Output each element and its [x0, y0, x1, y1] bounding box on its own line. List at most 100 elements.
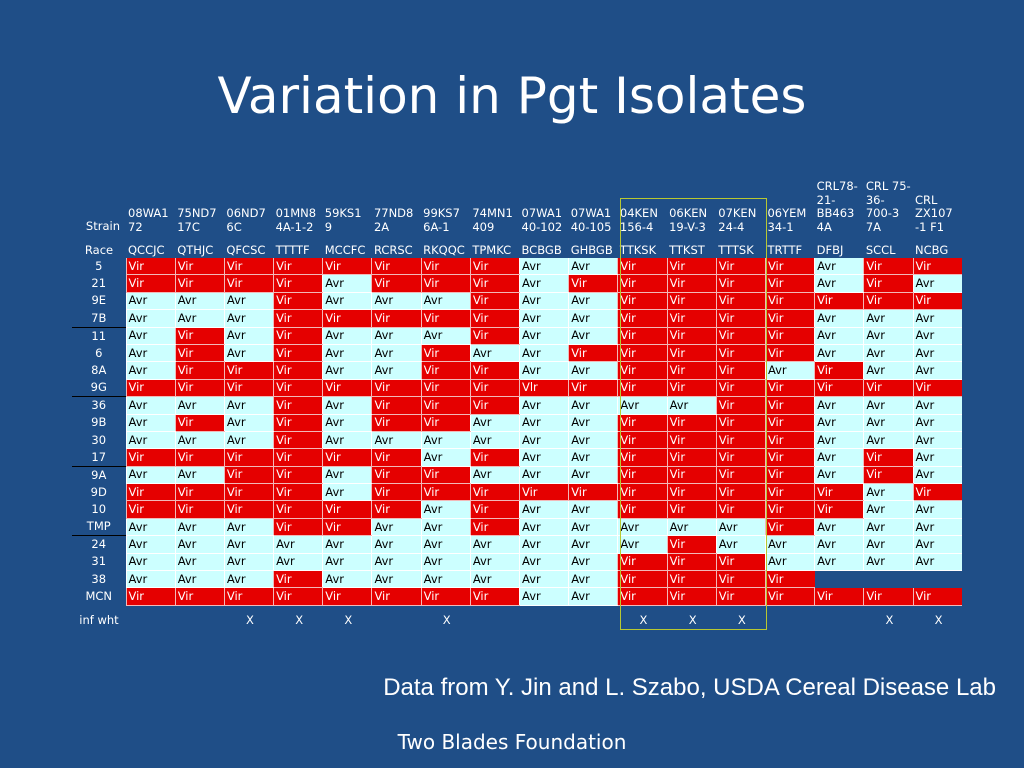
table-cell: Avr [469, 570, 520, 589]
table-cell: Avr [322, 292, 372, 311]
table-cell: Avr [912, 518, 963, 537]
table-cell: Avr [568, 361, 618, 380]
table-cell: Vir [125, 379, 176, 398]
table-cell: Vir [371, 414, 422, 432]
table-cell: Avr [715, 518, 766, 537]
table-cell: Avr [322, 326, 372, 345]
table-cell: Avr [568, 500, 618, 519]
row-label: TMP [86, 519, 111, 534]
inf-wht-row: inf wht X X X X X X X X X [72, 605, 962, 636]
row-label: 9D [90, 484, 107, 499]
table-cell: Vir [764, 344, 815, 363]
table-row: 6 Avr Vir Avr Vir Avr Avr Vir Avr Avr Vir Vir Vir Vir… [72, 344, 963, 363]
table-cell: Vir [617, 292, 668, 311]
table-cell: Avr [518, 326, 569, 345]
inf-wht-mark: X [442, 613, 451, 628]
strain-header-row: Strain 08WA1 72 75ND7 17C 06ND7 6C 01MN8 4A-… [72, 180, 962, 236]
table-row: 10 Vir Vir Vir Vir Vir Vir Avr Vir Avr Avr Vir Vir Vi… [72, 500, 963, 519]
table-cell: Avr [518, 431, 569, 450]
table-cell: Avr [518, 448, 569, 467]
table-cell: Vir [273, 518, 323, 537]
table-cell: Avr [125, 570, 176, 589]
inf-wht-mark [569, 605, 618, 636]
table-cell: Vir [715, 500, 766, 519]
table-cell: Avr [420, 570, 471, 589]
table-cell: Avr [223, 414, 274, 432]
table-cell: Avr [469, 414, 520, 432]
table-cell: Avr [223, 431, 274, 450]
table-cell: Vir [371, 483, 422, 502]
table-cell: Avr [223, 396, 274, 415]
inf-wht-mark: X [246, 613, 254, 628]
table-cell: Avr [568, 448, 618, 467]
table-cell: Avr [322, 344, 372, 363]
table-cell: Vir [371, 465, 422, 485]
table-cell: Vir [469, 309, 520, 328]
row-label: 5 [95, 258, 103, 273]
table-cell: Avr [568, 553, 618, 572]
table-cell: Avr [223, 344, 274, 363]
table-cell: Vlr [518, 379, 569, 398]
table-cell: Avr [322, 396, 372, 415]
table-cell: Vir [764, 431, 815, 450]
table-cell: Vir [371, 396, 422, 415]
row-label: 9B [91, 415, 107, 430]
table-cell: Avr [125, 396, 176, 415]
table-row: 24 Avr Avr Avr Avr Avr Avr Avr Avr Avr Avr Avr Vir Av… [72, 535, 963, 554]
table-row: 31 Avr Avr Avr Avr Avr Avr Avr Avr Avr Avr Vir Vir Vi… [72, 553, 963, 572]
table-cell: Avr [469, 344, 520, 363]
table-cell: Avr [518, 535, 569, 554]
table-cell: Avr [371, 361, 422, 380]
data-credit: Data from Y. Jin and L. Szabo, USDA Cere… [383, 674, 996, 701]
table-cell: Avr [322, 535, 372, 554]
table-cell: Vir [715, 553, 766, 572]
row-label: MCN [85, 589, 113, 604]
race-header: RKQQC [423, 243, 465, 257]
table-cell: Vir [863, 292, 913, 311]
table-cell: Vir [469, 379, 520, 398]
table-cell: Vir [518, 483, 569, 502]
table-cell: Vir [715, 414, 766, 432]
table-cell: Avr [273, 535, 323, 554]
table-cell: Avr [518, 587, 569, 606]
race-header: SCCL [865, 243, 896, 257]
table-cell: Avr [912, 553, 963, 572]
strain-header: 01MN8 4A-1-2 [275, 206, 317, 234]
table-cell: Vir [863, 448, 913, 467]
table-cell: Vir [322, 258, 372, 276]
table-cell: Avr [715, 535, 766, 554]
table-row: 5 Vir Vir Vir Vir Vir Vir Vir Vir Avr Avr Vir Vir Vir… [72, 258, 963, 276]
table-cell [864, 571, 913, 588]
table-row: 17 Vir Vir Vir Vir Vir Vir Avr Vir Avr Avr Vir Vir Vi… [72, 448, 963, 467]
table-cell: Vir [666, 431, 717, 450]
race-header: TTKSK [619, 243, 657, 257]
inf-wht-mark [175, 605, 224, 636]
table-cell: Avr [814, 448, 864, 467]
table-cell: Vir [223, 483, 274, 502]
table-cell: Avr [125, 518, 176, 537]
table-cell: Vir [420, 483, 471, 502]
table-cell: Vir [273, 326, 323, 345]
table-cell: Avr [420, 448, 471, 467]
row-label: 9A [72, 465, 126, 484]
table-cell: Vir [666, 570, 717, 589]
table-cell: Avr [322, 483, 372, 502]
table-cell: Vir [420, 465, 471, 485]
table-cell: Avr [420, 518, 471, 537]
table-cell: Avr [863, 326, 913, 345]
table-cell: Avr [371, 431, 422, 450]
strain-header: CRL78- 21- BB463 4A [816, 180, 858, 234]
table-cell: Avr [912, 396, 963, 415]
row-label: 9G [90, 380, 107, 395]
table-cell: Vir [617, 258, 668, 276]
table-cell: Avr [518, 465, 569, 485]
row-label: 10 [91, 502, 107, 517]
table-cell: Avr [420, 500, 471, 519]
table-cell: Avr [568, 535, 618, 554]
table-cell: Vir [568, 483, 618, 502]
table-cell: Vir [273, 465, 323, 485]
table-cell: Vir [666, 344, 717, 363]
table-cell: Vir [617, 448, 668, 467]
strain-header: 59KS1 9 [324, 206, 362, 234]
table-cell: Avr [125, 465, 176, 485]
